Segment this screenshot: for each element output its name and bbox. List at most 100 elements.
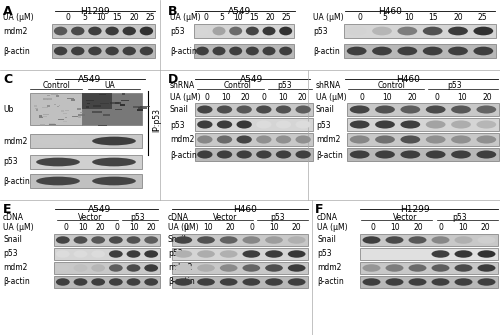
Bar <box>47 95 50 96</box>
Bar <box>360 262 498 274</box>
Text: 20: 20 <box>453 13 463 22</box>
Ellipse shape <box>197 121 212 129</box>
Ellipse shape <box>265 278 283 286</box>
Text: Control: Control <box>378 81 406 90</box>
Text: UA: UA <box>104 81 116 90</box>
Bar <box>194 44 294 58</box>
Text: p53: p53 <box>270 212 285 221</box>
Text: Snail: Snail <box>168 236 187 245</box>
Ellipse shape <box>88 47 102 55</box>
Text: 20: 20 <box>240 92 250 102</box>
Text: Control: Control <box>43 81 71 90</box>
Ellipse shape <box>265 250 283 258</box>
Ellipse shape <box>432 278 450 286</box>
Ellipse shape <box>144 250 158 258</box>
Ellipse shape <box>71 27 85 35</box>
Text: IP:p53: IP:p53 <box>152 108 161 132</box>
Ellipse shape <box>74 250 88 258</box>
Text: 20: 20 <box>291 223 301 232</box>
Ellipse shape <box>109 250 122 258</box>
Text: H460: H460 <box>233 205 257 214</box>
Text: Vector: Vector <box>393 212 417 221</box>
Text: 5: 5 <box>382 13 387 22</box>
Text: 10: 10 <box>457 92 467 102</box>
Ellipse shape <box>126 278 140 286</box>
Text: mdm2: mdm2 <box>3 26 28 36</box>
Ellipse shape <box>197 264 215 272</box>
Text: 0: 0 <box>370 223 376 232</box>
Ellipse shape <box>451 135 471 143</box>
Text: p53: p53 <box>448 81 462 90</box>
Text: 20: 20 <box>146 223 156 232</box>
Text: mdm2: mdm2 <box>3 137 28 146</box>
Ellipse shape <box>229 27 242 35</box>
Ellipse shape <box>36 177 80 185</box>
Ellipse shape <box>451 121 471 129</box>
Text: 0: 0 <box>262 92 266 102</box>
Ellipse shape <box>174 236 192 244</box>
Bar <box>103 114 110 116</box>
Text: 5: 5 <box>220 13 224 22</box>
Ellipse shape <box>408 236 426 244</box>
Text: C: C <box>3 73 12 86</box>
Text: 0: 0 <box>114 223 119 232</box>
Text: Vector: Vector <box>213 212 237 221</box>
Bar <box>347 118 499 131</box>
Ellipse shape <box>74 264 88 272</box>
Ellipse shape <box>476 135 496 143</box>
Bar <box>65 117 68 118</box>
Ellipse shape <box>217 150 232 158</box>
Text: p53: p53 <box>168 250 182 259</box>
Ellipse shape <box>256 135 272 143</box>
Bar <box>347 133 499 146</box>
Text: mdm2: mdm2 <box>316 135 340 144</box>
Ellipse shape <box>372 47 392 55</box>
Ellipse shape <box>220 278 238 286</box>
Ellipse shape <box>423 27 442 35</box>
Text: 25: 25 <box>146 13 156 22</box>
Text: UA (μM): UA (μM) <box>170 13 200 22</box>
Text: p53: p53 <box>3 157 18 166</box>
Ellipse shape <box>109 264 122 272</box>
Ellipse shape <box>476 121 496 129</box>
Ellipse shape <box>174 278 192 286</box>
Ellipse shape <box>126 236 140 244</box>
Text: 0: 0 <box>438 223 443 232</box>
Bar <box>134 106 142 108</box>
Ellipse shape <box>54 27 68 35</box>
Bar <box>42 98 45 100</box>
Ellipse shape <box>217 106 232 114</box>
Text: 20: 20 <box>297 92 307 102</box>
Bar <box>34 105 36 107</box>
Text: p53: p53 <box>313 26 328 36</box>
Text: p53: p53 <box>3 250 18 259</box>
Ellipse shape <box>92 158 136 166</box>
Bar <box>39 115 42 117</box>
Ellipse shape <box>109 278 122 286</box>
Text: 20: 20 <box>407 92 417 102</box>
Ellipse shape <box>476 106 496 114</box>
Text: β-actin: β-actin <box>316 150 343 159</box>
Ellipse shape <box>362 278 380 286</box>
Ellipse shape <box>256 150 272 158</box>
Ellipse shape <box>74 278 88 286</box>
Text: mdm2: mdm2 <box>168 264 192 272</box>
Bar <box>360 276 498 288</box>
Bar <box>115 103 120 104</box>
Text: 0: 0 <box>66 13 70 22</box>
Text: shRNA: shRNA <box>170 81 195 90</box>
Text: UA (μM): UA (μM) <box>317 223 348 232</box>
Text: 20: 20 <box>480 223 490 232</box>
Text: β-actin: β-actin <box>3 47 30 56</box>
Ellipse shape <box>71 47 85 55</box>
Ellipse shape <box>426 106 446 114</box>
Ellipse shape <box>347 47 366 55</box>
Text: 20: 20 <box>129 13 139 22</box>
Text: UA (μM): UA (μM) <box>3 13 34 22</box>
Ellipse shape <box>92 236 105 244</box>
Bar <box>194 24 294 38</box>
Bar <box>195 103 313 116</box>
Text: p53: p53 <box>170 121 184 130</box>
Text: p53: p53 <box>452 212 468 221</box>
Text: 15: 15 <box>112 13 122 22</box>
